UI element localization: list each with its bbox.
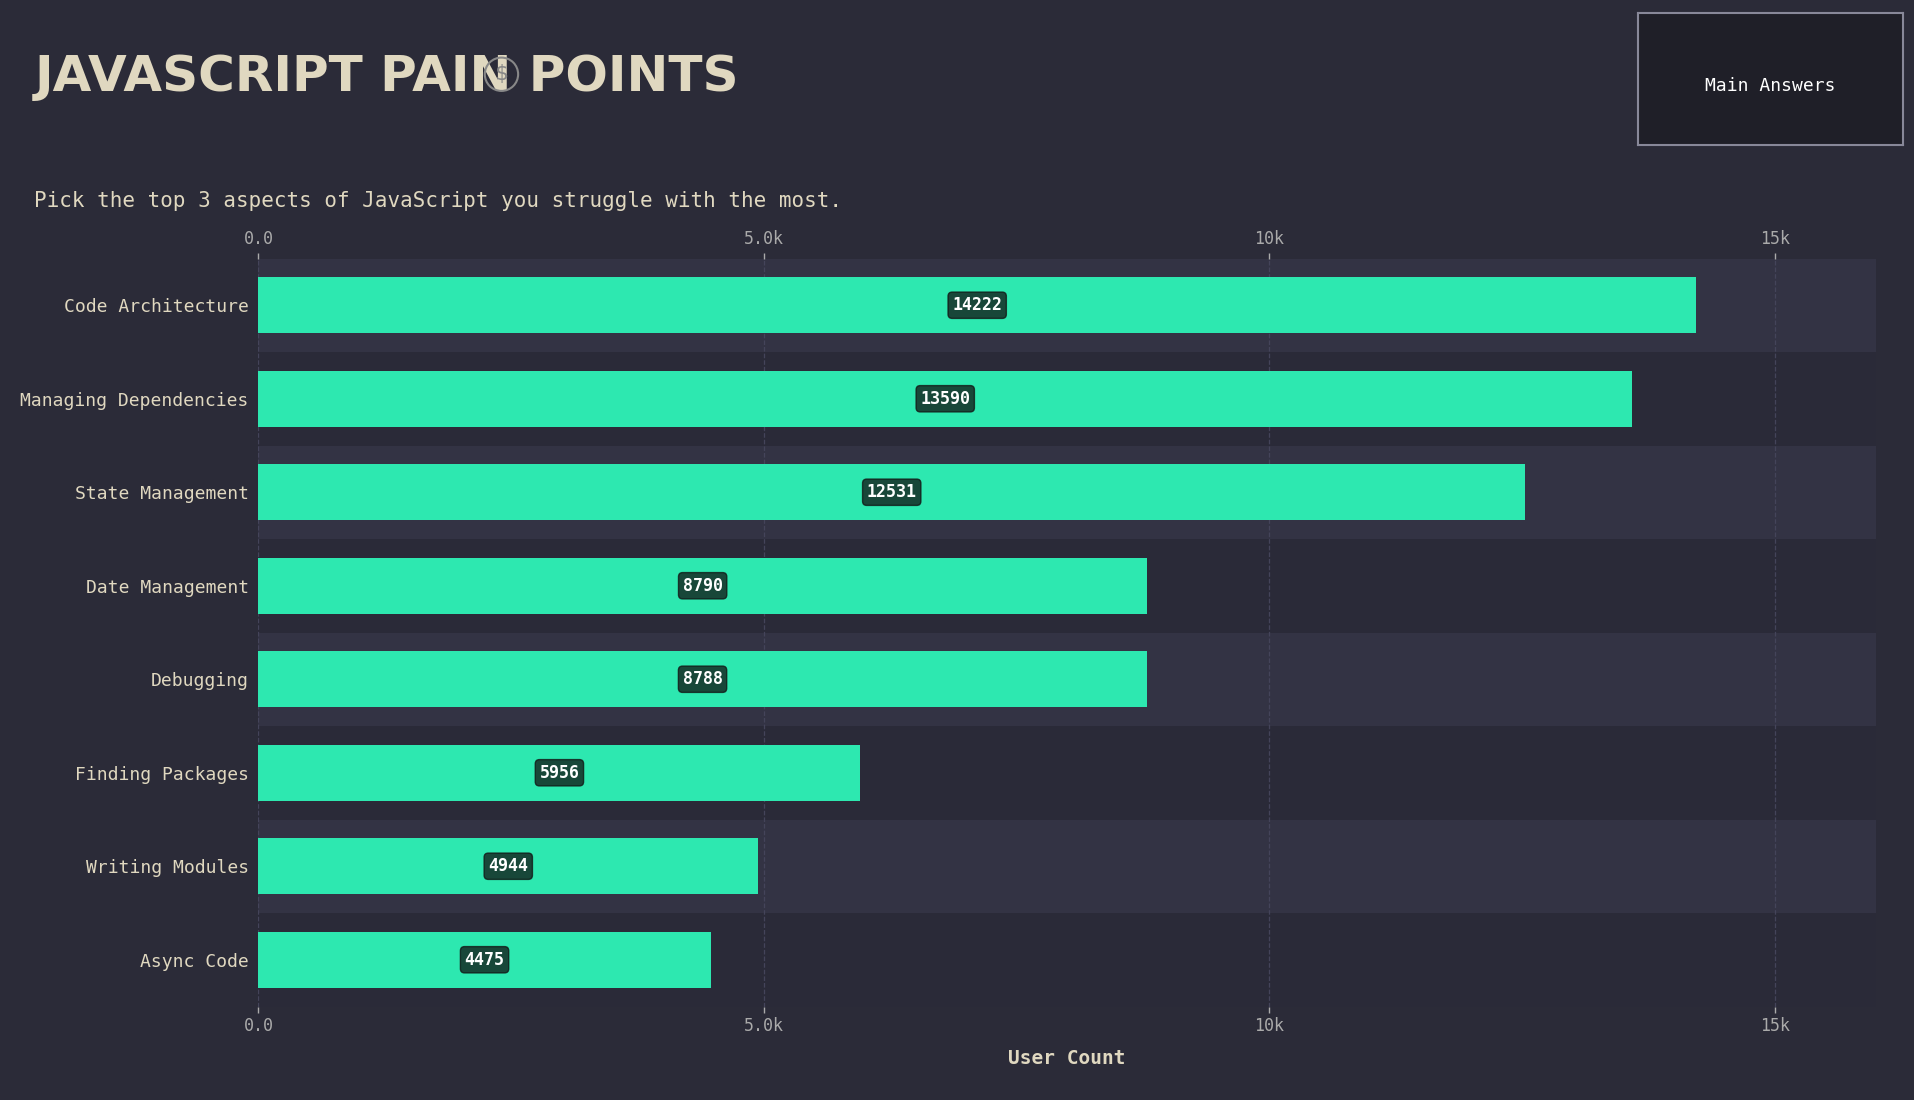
Bar — [258, 726, 1876, 820]
X-axis label: User Count: User Count — [1009, 1048, 1125, 1068]
Text: Main Answers: Main Answers — [1705, 77, 1836, 95]
Bar — [258, 258, 1876, 352]
Bar — [258, 371, 1633, 427]
Bar — [258, 632, 1876, 726]
Text: $: $ — [496, 64, 507, 85]
Text: 4944: 4944 — [488, 857, 528, 876]
Bar — [258, 464, 1525, 520]
Bar — [258, 913, 1876, 1007]
Text: 5956: 5956 — [540, 763, 580, 782]
Bar — [258, 932, 710, 988]
Text: JAVASCRIPT PAIN POINTS: JAVASCRIPT PAIN POINTS — [34, 53, 739, 101]
Bar — [258, 820, 1876, 913]
Bar — [258, 838, 758, 894]
Bar — [258, 745, 861, 801]
Bar — [258, 277, 1696, 333]
Bar — [258, 446, 1876, 539]
Text: 13590: 13590 — [921, 389, 970, 408]
Text: 14222: 14222 — [951, 296, 1003, 315]
Bar — [258, 651, 1146, 707]
Text: 8788: 8788 — [683, 670, 723, 689]
Bar — [258, 558, 1146, 614]
Text: 4475: 4475 — [465, 950, 505, 969]
Bar — [258, 539, 1876, 632]
Bar — [258, 352, 1876, 446]
Text: 12531: 12531 — [867, 483, 917, 502]
Text: Pick the top 3 aspects of JavaScript you struggle with the most.: Pick the top 3 aspects of JavaScript you… — [34, 191, 842, 211]
Text: 8790: 8790 — [683, 576, 723, 595]
